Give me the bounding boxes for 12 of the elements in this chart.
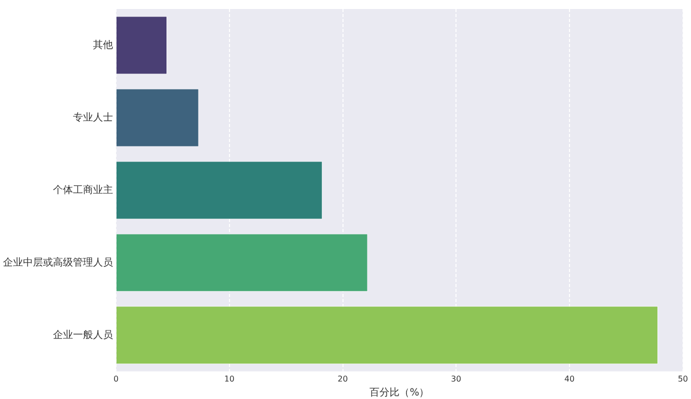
y-tick-label: 企业一般人员: [53, 328, 113, 341]
y-tick-label: 个体工商业主: [53, 184, 113, 196]
x-tick-label: 0: [113, 374, 119, 384]
x-tick-label: 20: [338, 374, 348, 384]
x-axis-title: 百分比（%）: [370, 386, 430, 399]
x-tick-label: 30: [451, 374, 462, 384]
y-tick-label: 企业中层或高级管理人员: [3, 256, 113, 268]
x-tick-label: 10: [224, 374, 234, 384]
x-tick-label: 50: [678, 374, 688, 384]
x-tick-label: 40: [564, 374, 575, 384]
y-tick-label: 专业人士: [73, 111, 113, 124]
y-tick-label: 其他: [93, 38, 113, 51]
